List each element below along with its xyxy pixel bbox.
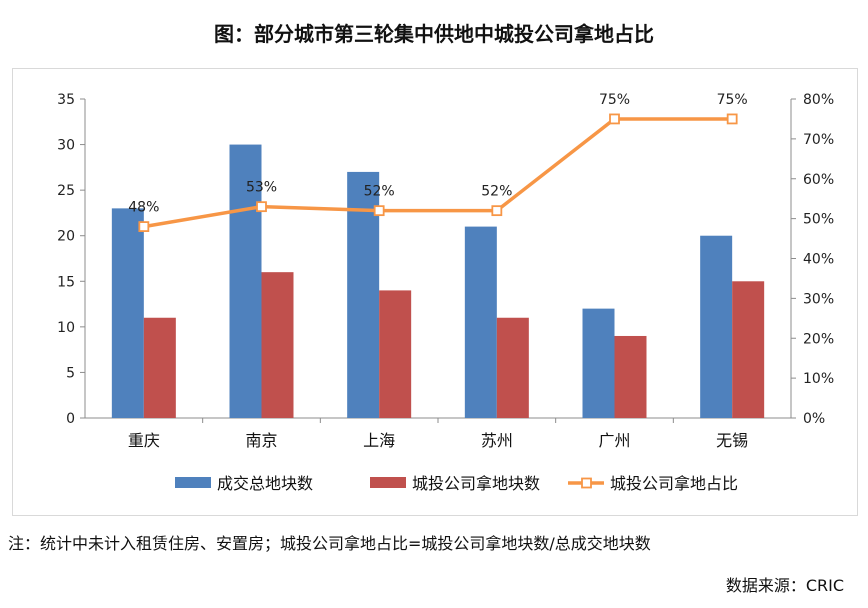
ratio-line bbox=[138, 113, 738, 233]
y-right-tick-label: 0% bbox=[803, 411, 825, 427]
y-left-tick-label: 10 bbox=[57, 320, 75, 336]
legend-swatch bbox=[175, 477, 211, 488]
y-right-tick-label: 30% bbox=[803, 291, 834, 307]
x-tick-label: 无锡 bbox=[716, 431, 748, 450]
y-right-tick-label: 20% bbox=[803, 331, 834, 347]
ratio-point-marker bbox=[491, 205, 503, 217]
data-source: 数据来源：CRIC bbox=[725, 576, 844, 595]
ratio-data-label: 52% bbox=[481, 184, 512, 200]
legend-swatch-marker bbox=[581, 477, 592, 489]
bars bbox=[111, 144, 765, 419]
chart-plot: 0 5 10 15 20 25 30 35 0% 10% 20% 30% 40% 50% 60% 70% 80%… bbox=[57, 92, 834, 493]
x-tick-label: 苏州 bbox=[481, 431, 513, 450]
legend-label: 城投公司拿地块数 bbox=[412, 474, 540, 493]
ratio-point-marker bbox=[609, 113, 620, 125]
bar-total-plots bbox=[464, 226, 497, 418]
x-tick-label: 上海 bbox=[363, 431, 395, 450]
ratio-point-marker bbox=[138, 221, 150, 233]
ratio-data-label: 53% bbox=[246, 180, 277, 196]
x-tick-label: 广州 bbox=[598, 431, 630, 450]
x-tick-label: 重庆 bbox=[128, 431, 160, 450]
legend-label: 成交总地块数 bbox=[217, 474, 313, 493]
footnote: 注：统计中未计入租赁住房、安置房；城投公司拿地占比=城投公司拿地块数/总成交地块… bbox=[8, 534, 651, 553]
chart-frame: 0 5 10 15 20 25 30 35 0% 10% 20% 30% 40% 50% 60% 70% 80%… bbox=[12, 68, 858, 516]
y-left-tick-label: 25 bbox=[57, 183, 75, 199]
y-right-tick-label: 60% bbox=[803, 172, 834, 188]
ratio-data-label: 75% bbox=[599, 92, 630, 108]
bar-total-plots bbox=[582, 308, 615, 418]
bar-lgfv-plots bbox=[261, 272, 294, 418]
y-left-tick-label: 20 bbox=[57, 229, 75, 245]
x-tick-label: 南京 bbox=[245, 431, 277, 450]
y-left-tick-label: 30 bbox=[57, 138, 75, 154]
y-right-tick-label: 50% bbox=[803, 212, 834, 228]
ratio-data-label: 75% bbox=[717, 92, 748, 108]
y-left-tick-label: 0 bbox=[66, 411, 75, 427]
ratio-data-label: 52% bbox=[364, 184, 395, 200]
ratio-point-marker bbox=[256, 201, 267, 213]
axes: 0 5 10 15 20 25 30 35 0% 10% 20% 30% 40% 50% 60% 70% 80%… bbox=[57, 92, 834, 450]
y-left-tick-label: 15 bbox=[57, 274, 75, 290]
bar-lgfv-plots bbox=[143, 317, 176, 418]
bar-lgfv-plots bbox=[379, 290, 412, 418]
y-right-tick-label: 70% bbox=[803, 132, 834, 148]
ratio-polyline bbox=[143, 117, 733, 229]
legend-label: 城投公司拿地占比 bbox=[610, 474, 738, 493]
bar-total-plots bbox=[229, 144, 262, 419]
y-left-tick-label: 35 bbox=[57, 92, 75, 108]
bar-lgfv-plots bbox=[496, 317, 529, 418]
bar-lgfv-plots bbox=[614, 335, 647, 418]
y-right-tick-label: 10% bbox=[803, 371, 834, 387]
ratio-data-label: 48% bbox=[128, 200, 159, 216]
ratio-point-marker bbox=[726, 113, 738, 125]
bar-lgfv-plots bbox=[732, 281, 765, 418]
data-labels: 48% 53% 52% 52% 75% 75% bbox=[128, 92, 747, 216]
y-right-tick-label: 40% bbox=[803, 252, 834, 268]
legend-swatch bbox=[370, 477, 406, 488]
ratio-point-marker bbox=[373, 205, 385, 217]
bar-total-plots bbox=[700, 235, 733, 418]
bar-total-plots bbox=[111, 208, 144, 418]
chart-title: 图：部分城市第三轮集中供地中城投公司拿地占比 bbox=[214, 22, 654, 46]
y-right-tick-label: 80% bbox=[803, 92, 834, 108]
legend: 成交总地块数 城投公司拿地块数 城投公司拿地占比 bbox=[175, 474, 738, 493]
y-left-tick-label: 5 bbox=[66, 365, 75, 381]
